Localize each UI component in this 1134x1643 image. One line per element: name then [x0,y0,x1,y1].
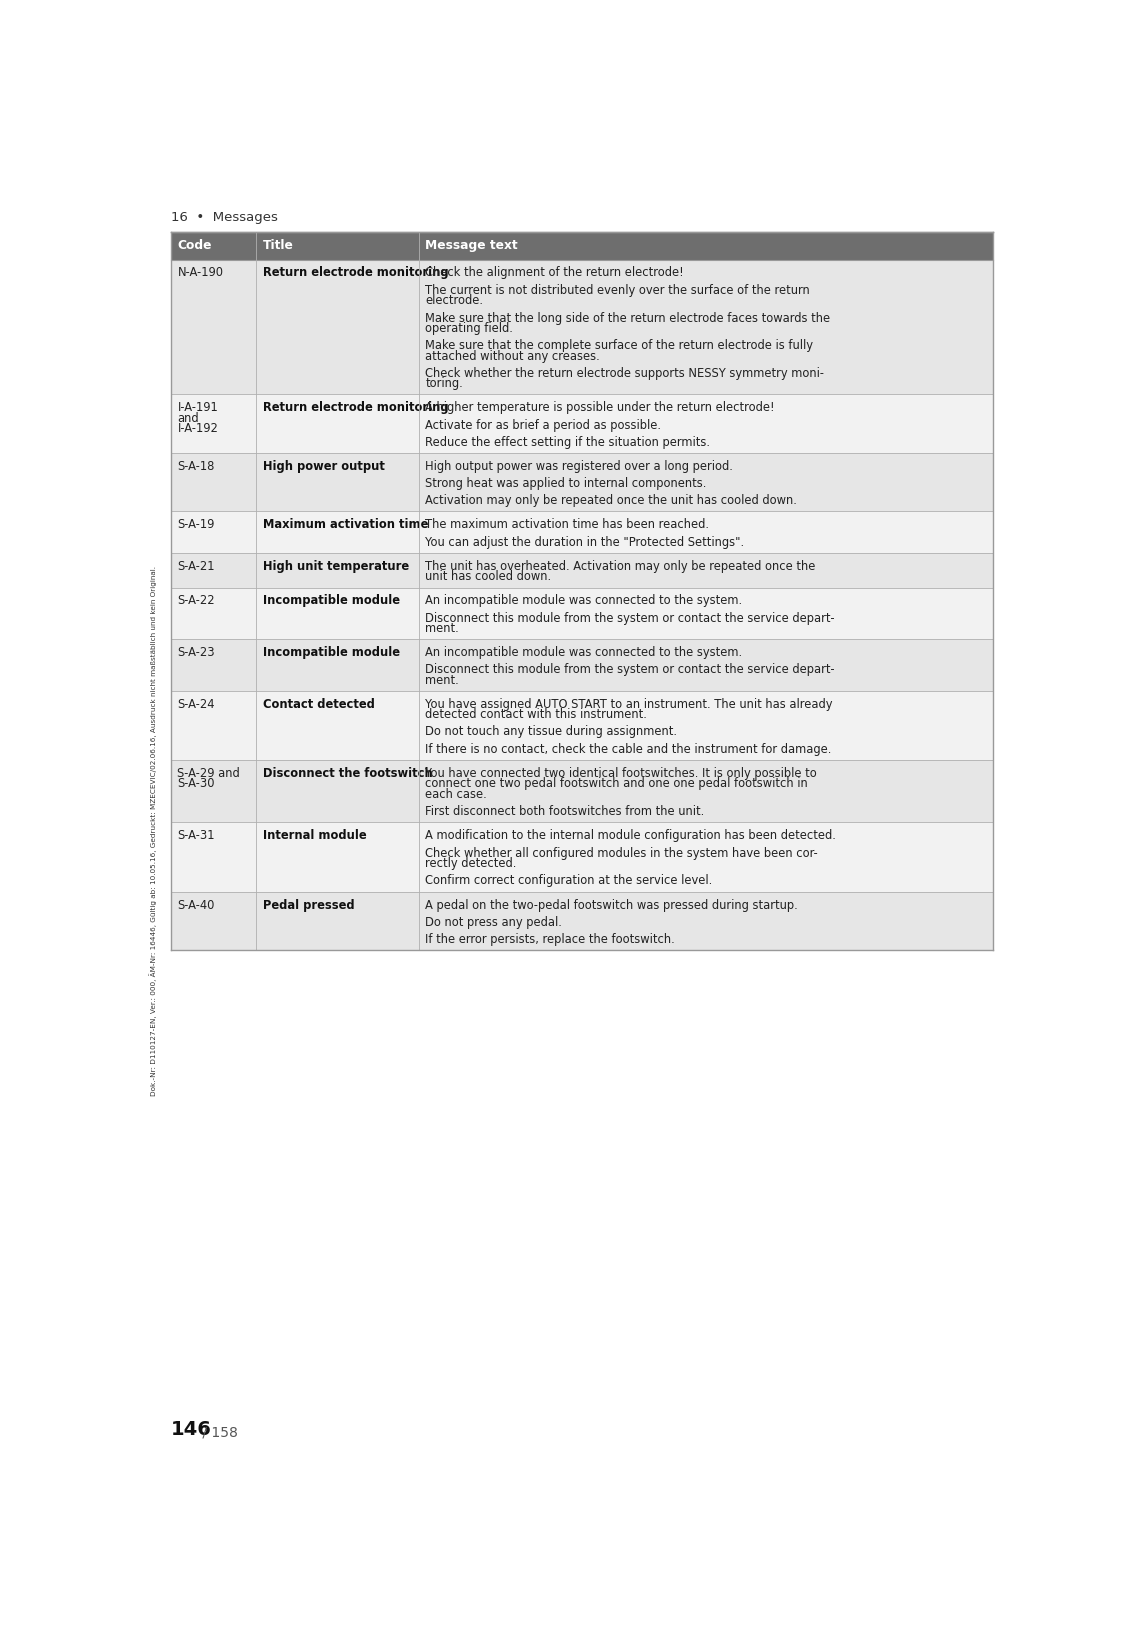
Text: Check whether the return electrode supports NESSY symmetry moni-: Check whether the return electrode suppo… [425,366,824,380]
Text: You have assigned AUTO START to an instrument. The unit has already: You have assigned AUTO START to an instr… [425,698,832,711]
Text: Check whether all configured modules in the system have been cor-: Check whether all configured modules in … [425,846,818,859]
Text: Strong heat was applied to internal components.: Strong heat was applied to internal comp… [425,476,706,490]
Text: Make sure that the long side of the return electrode faces towards the: Make sure that the long side of the retu… [425,312,830,325]
Text: Check the alignment of the return electrode!: Check the alignment of the return electr… [425,266,684,279]
Text: Title: Title [263,240,294,251]
Text: S-A-22: S-A-22 [177,595,215,608]
Text: attached without any creases.: attached without any creases. [425,350,600,363]
Bar [171,639,992,690]
Text: S-A-23: S-A-23 [177,646,215,659]
Text: I-A-191: I-A-191 [177,401,218,414]
Text: High output power was registered over a long period.: High output power was registered over a … [425,460,734,473]
Text: each case.: each case. [425,787,488,800]
Text: Pedal pressed: Pedal pressed [263,899,354,912]
Bar [171,823,992,892]
Bar [171,588,992,639]
Text: An incompatible module was connected to the system.: An incompatible module was connected to … [425,646,743,659]
Text: Disconnect the footswitch: Disconnect the footswitch [263,767,432,780]
Text: N-A-190: N-A-190 [177,266,223,279]
Text: Dok.-Nr: D110127-EN, Ver.: 000, ÄM-Nr: 16446, Gültig ab: 10.05.16, Gedruckt: MZE: Dok.-Nr: D110127-EN, Ver.: 000, ÄM-Nr: 1… [149,565,156,1096]
Text: A higher temperature is possible under the return electrode!: A higher temperature is possible under t… [425,401,775,414]
Text: S-A-40: S-A-40 [177,899,214,912]
Text: The unit has overheated. Activation may only be repeated once the: The unit has overheated. Activation may … [425,560,815,573]
Bar [171,761,992,823]
Text: A modification to the internal module configuration has been detected.: A modification to the internal module co… [425,830,836,843]
Text: You can adjust the duration in the "Protected Settings".: You can adjust the duration in the "Prot… [425,536,745,549]
Text: The maximum activation time has been reached.: The maximum activation time has been rea… [425,518,710,531]
Text: detected contact with this instrument.: detected contact with this instrument. [425,708,648,721]
Text: Contact detected: Contact detected [263,698,374,711]
Text: S-A-29 and: S-A-29 and [177,767,240,780]
Bar [171,260,992,394]
Text: Internal module: Internal module [263,830,366,843]
Text: S-A-18: S-A-18 [177,460,214,473]
Text: ment.: ment. [425,674,459,687]
Text: Disconnect this module from the system or contact the service depart-: Disconnect this module from the system o… [425,664,835,677]
Text: unit has cooled down.: unit has cooled down. [425,570,551,583]
Text: Code: Code [177,240,212,251]
Bar [171,511,992,554]
Bar [171,892,992,950]
Text: ment.: ment. [425,623,459,636]
Text: High power output: High power output [263,460,384,473]
Bar [171,453,992,511]
Bar [171,690,992,761]
Text: and: and [177,412,200,424]
Text: Incompatible module: Incompatible module [263,595,399,608]
Text: Do not touch any tissue during assignment.: Do not touch any tissue during assignmen… [425,725,677,738]
Text: If the error persists, replace the footswitch.: If the error persists, replace the foots… [425,933,675,946]
Text: / 158: / 158 [197,1424,237,1439]
Text: Disconnect this module from the system or contact the service depart-: Disconnect this module from the system o… [425,611,835,624]
Text: Return electrode monitoring: Return electrode monitoring [263,266,448,279]
Text: Return electrode monitoring: Return electrode monitoring [263,401,448,414]
Text: electrode.: electrode. [425,294,483,307]
Text: 16  •  Messages: 16 • Messages [171,210,278,223]
Bar [171,232,992,260]
Text: operating field.: operating field. [425,322,514,335]
Text: 146: 146 [171,1420,212,1439]
Text: S-A-24: S-A-24 [177,698,215,711]
Text: Confirm correct configuration at the service level.: Confirm correct configuration at the ser… [425,874,712,887]
Bar [171,394,992,453]
Text: A pedal on the two-pedal footswitch was pressed during startup.: A pedal on the two-pedal footswitch was … [425,899,798,912]
Text: connect one two pedal footswitch and one one pedal footswitch in: connect one two pedal footswitch and one… [425,777,809,790]
Text: You have connected two identical footswitches. It is only possible to: You have connected two identical footswi… [425,767,818,780]
Text: S-A-21: S-A-21 [177,560,215,573]
Text: Maximum activation time: Maximum activation time [263,518,428,531]
Text: toring.: toring. [425,378,463,391]
Text: Activate for as brief a period as possible.: Activate for as brief a period as possib… [425,419,661,432]
Text: I-A-192: I-A-192 [177,422,218,435]
Text: First disconnect both footswitches from the unit.: First disconnect both footswitches from … [425,805,704,818]
Text: S-A-31: S-A-31 [177,830,215,843]
Text: Incompatible module: Incompatible module [263,646,399,659]
Text: Make sure that the complete surface of the return electrode is fully: Make sure that the complete surface of t… [425,338,813,352]
Text: The current is not distributed evenly over the surface of the return: The current is not distributed evenly ov… [425,284,810,297]
Text: Activation may only be repeated once the unit has cooled down.: Activation may only be repeated once the… [425,495,797,508]
Text: Do not press any pedal.: Do not press any pedal. [425,915,562,928]
Text: Message text: Message text [425,240,518,251]
Text: S-A-30: S-A-30 [177,777,215,790]
Text: Reduce the effect setting if the situation permits.: Reduce the effect setting if the situati… [425,435,710,449]
Text: If there is no contact, check the cable and the instrument for damage.: If there is no contact, check the cable … [425,743,831,756]
Text: S-A-19: S-A-19 [177,518,214,531]
Text: An incompatible module was connected to the system.: An incompatible module was connected to … [425,595,743,608]
Bar [171,554,992,588]
Text: rectly detected.: rectly detected. [425,858,517,871]
Text: High unit temperature: High unit temperature [263,560,408,573]
